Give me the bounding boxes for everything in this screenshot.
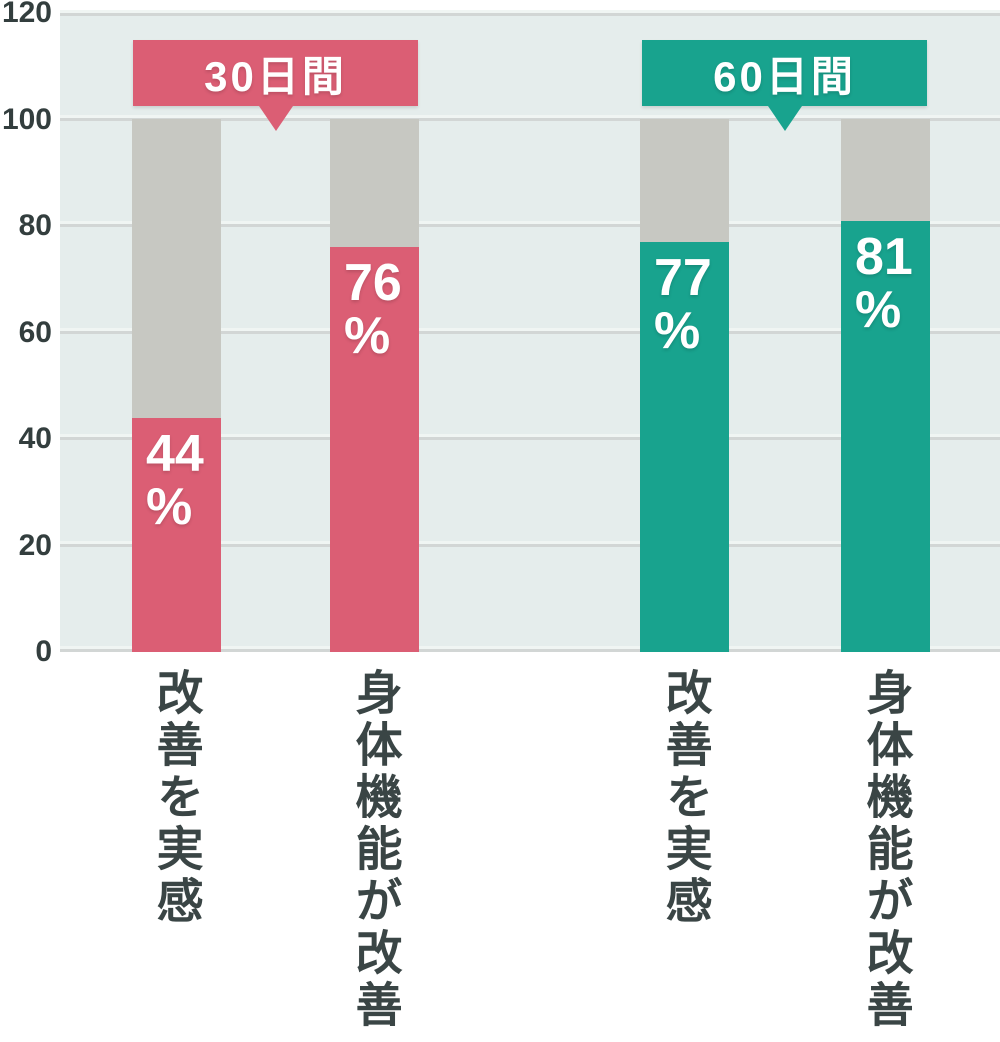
bar-60d-improvement-felt: 77 % — [640, 119, 729, 652]
bar-value-label: 44 % — [146, 425, 204, 537]
bar-value-label: 76 % — [344, 254, 402, 366]
category-label-improvement-felt-60d: 改善を実感 — [658, 668, 712, 928]
gridline-0 — [60, 649, 1000, 652]
y-tick-100: 100 — [1, 103, 52, 136]
bar-fill-77: 77 % — [640, 242, 729, 652]
bar-60d-physical-function: 81 % — [841, 119, 930, 652]
y-tick-60: 60 — [18, 316, 52, 349]
bar-30d-physical-function: 76 % — [330, 119, 419, 652]
bar-fill-44: 44 % — [132, 418, 221, 652]
bar-value-label: 81 % — [855, 228, 913, 340]
gridline-60 — [60, 331, 1000, 334]
gridline-80 — [60, 224, 1000, 227]
y-tick-20: 20 — [18, 529, 52, 562]
bar-fill-76: 76 % — [330, 247, 419, 652]
bar-fill-81: 81 % — [841, 221, 930, 652]
category-label-physical-function-60d: 身体機能が改善 — [859, 668, 913, 1032]
badge-60-days: 60日間 — [642, 40, 927, 131]
gridline-40 — [60, 437, 1000, 440]
y-tick-80: 80 — [18, 209, 52, 242]
badge-30-days-label: 30日間 — [204, 52, 347, 100]
gridline-20 — [60, 544, 1000, 547]
gridline-120 — [60, 13, 1000, 16]
y-tick-0: 0 — [35, 635, 52, 668]
badge-pointer-down-icon — [767, 106, 802, 131]
bar-30d-improvement-felt: 44 % — [132, 119, 221, 652]
category-label-improvement-felt-30d: 改善を実感 — [149, 668, 203, 928]
badge-60-days-label: 60日間 — [713, 52, 856, 100]
badge-30-days: 30日間 — [133, 40, 418, 131]
y-tick-120: 120 — [1, 0, 52, 29]
bar-value-label: 77 % — [654, 249, 712, 361]
plot-area: 44 % 76 % 77 % — [60, 13, 1000, 652]
y-tick-40: 40 — [18, 422, 52, 455]
gridline-100 — [60, 118, 1000, 121]
badge-pointer-down-icon — [258, 106, 293, 131]
category-label-physical-function-30d: 身体機能が改善 — [348, 668, 402, 1032]
